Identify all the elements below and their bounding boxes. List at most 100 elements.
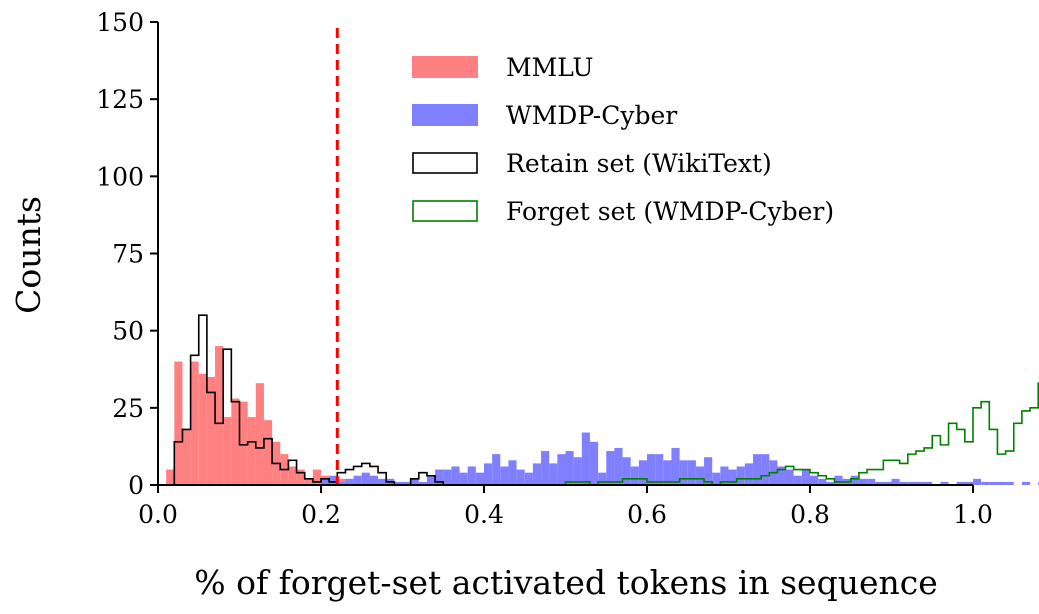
y-tick-label-1: 25 [112, 394, 144, 423]
bar-wmdp-cyber-65 [850, 475, 859, 485]
bar-mmlu-7 [223, 417, 232, 485]
bar-wmdp-cyber-32 [581, 432, 590, 485]
bar-wmdp-cyber-57 [785, 469, 794, 485]
bar-wmdp-cyber-46 [695, 466, 705, 485]
x-tick-label-5: 1.0 [953, 500, 993, 529]
bar-wmdp-cyber-63 [834, 475, 843, 485]
bar-mmlu-15 [288, 466, 297, 485]
filled-histograms [166, 346, 1039, 485]
bar-wmdp-cyber-44 [679, 460, 688, 485]
bar-wmdp-cyber-23 [508, 460, 517, 485]
y-axis-label: Counts [9, 196, 48, 314]
bar-mmlu-8 [231, 398, 240, 485]
bar-wmdp-cyber-84 [1005, 481, 1014, 485]
bar-wmdp-cyber-13 [426, 475, 436, 485]
bar-mmlu-9 [239, 401, 248, 485]
bar-wmdp-cyber-40 [647, 454, 656, 485]
bar-wmdp-cyber-52 [744, 463, 753, 485]
bar-wmdp-cyber-80 [973, 478, 982, 485]
legend-label-wmdp-cyber: WMDP-Cyber [506, 101, 677, 130]
bar-wmdp-cyber-35 [606, 451, 615, 485]
bar-wmdp-cyber-41 [655, 454, 664, 485]
bar-wmdp-cyber-60 [810, 475, 819, 485]
legend-label-mmlu: MMLU [506, 53, 594, 82]
legend-swatch-mmlu [412, 56, 478, 78]
y-tick-label-6: 150 [96, 8, 144, 37]
bar-wmdp-cyber-20 [484, 463, 493, 485]
bar-mmlu-11 [255, 383, 264, 485]
bar-wmdp-cyber-49 [720, 466, 729, 485]
y-tick-label-3: 75 [112, 240, 144, 269]
bar-wmdp-cyber-38 [630, 466, 639, 485]
bar-wmdp-cyber-82 [989, 481, 998, 485]
step-line-forget-set-wmdp-cyber- [564, 382, 1039, 486]
bar-wmdp-cyber-79 [964, 481, 973, 485]
bar-wmdp-cyber-42 [663, 460, 672, 485]
bar-wmdp-cyber-74 [924, 481, 933, 485]
bar-wmdp-cyber-16 [451, 466, 460, 485]
bar-wmdp-cyber-0 [321, 478, 330, 485]
bar-wmdp-cyber-29 [557, 454, 566, 485]
axes: 0.0 0.2 0.4 0.6 0.8 1.0 0 25 50 75 100 125 150 [96, 8, 993, 529]
bar-mmlu-0 [166, 469, 175, 485]
bar-wmdp-cyber-66 [858, 478, 868, 485]
x-tick-label-4: 0.8 [790, 500, 830, 529]
bar-wmdp-cyber-26 [532, 463, 542, 485]
x-tick-label-0: 0.0 [138, 500, 178, 529]
bar-wmdp-cyber-17 [459, 472, 468, 485]
bar-wmdp-cyber-51 [736, 466, 745, 485]
bar-mmlu-18 [312, 469, 321, 485]
bar-wmdp-cyber-72 [907, 481, 916, 485]
bar-wmdp-cyber-21 [492, 454, 501, 485]
bar-wmdp-cyber-15 [443, 469, 452, 485]
bar-mmlu-5 [206, 376, 216, 485]
bar-wmdp-cyber-45 [687, 460, 696, 485]
legend-swatch-retain-set-wikitext [412, 152, 478, 174]
bar-wmdp-cyber-48 [712, 472, 721, 485]
bar-wmdp-cyber-24 [516, 469, 525, 485]
bar-wmdp-cyber-6 [369, 475, 379, 485]
bar-wmdp-cyber-70 [891, 478, 900, 485]
bar-wmdp-cyber-14 [435, 469, 444, 485]
y-tick-label-0: 0 [128, 471, 144, 500]
bar-mmlu-2 [182, 429, 191, 485]
bar-wmdp-cyber-58 [793, 475, 802, 485]
bar-wmdp-cyber-12 [418, 481, 427, 485]
bar-wmdp-cyber-37 [622, 457, 631, 485]
bar-wmdp-cyber-59 [801, 469, 810, 485]
bar-wmdp-cyber-47 [704, 457, 713, 485]
bar-wmdp-cyber-1 [329, 475, 338, 485]
bar-wmdp-cyber-54 [761, 454, 770, 485]
bar-wmdp-cyber-31 [573, 457, 582, 485]
bar-mmlu-16 [296, 469, 305, 485]
legend-label-forget-set-wmdp-cyber: Forget set (WMDP-Cyber) [506, 197, 834, 226]
bar-wmdp-cyber-28 [549, 463, 558, 485]
bar-wmdp-cyber-53 [752, 454, 762, 485]
bar-wmdp-cyber-18 [467, 466, 476, 485]
bar-mmlu-6 [215, 346, 224, 485]
bar-wmdp-cyber-62 [826, 481, 835, 485]
bar-wmdp-cyber-56 [777, 466, 786, 485]
bar-wmdp-cyber-34 [598, 472, 607, 485]
bar-mmlu-17 [304, 478, 313, 485]
legend: MMLU WMDP-Cyber Retain set (WikiText) Forge… [412, 53, 834, 226]
bar-wmdp-cyber-86 [1021, 481, 1031, 485]
bar-wmdp-cyber-76 [940, 481, 949, 485]
bar-wmdp-cyber-39 [638, 460, 647, 485]
bar-wmdp-cyber-68 [875, 481, 884, 485]
bar-wmdp-cyber-19 [475, 472, 484, 485]
bar-wmdp-cyber-78 [956, 481, 965, 485]
bar-wmdp-cyber-83 [997, 481, 1006, 485]
bar-mmlu-12 [263, 420, 273, 485]
bar-wmdp-cyber-61 [818, 478, 827, 485]
bar-wmdp-cyber-71 [899, 481, 908, 485]
legend-swatch-forget-set-wmdp-cyber [412, 200, 478, 222]
bar-wmdp-cyber-2 [337, 481, 346, 485]
bar-wmdp-cyber-67 [867, 478, 876, 485]
bar-mmlu-10 [247, 417, 256, 485]
bar-mmlu-1 [174, 361, 183, 485]
x-axis-label: % of forget-set activated tokens in sequ… [194, 563, 938, 602]
bar-wmdp-cyber-36 [614, 447, 623, 485]
bar-mmlu-3 [190, 361, 199, 485]
